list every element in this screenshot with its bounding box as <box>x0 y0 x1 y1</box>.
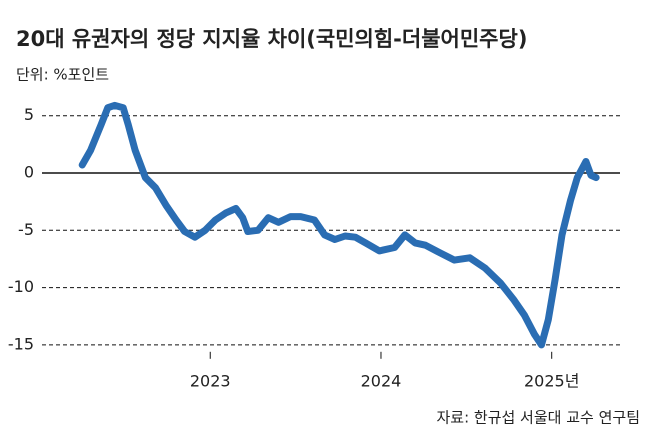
y-tick-label: -15 <box>8 334 34 353</box>
x-tick-label: 2025년 <box>524 371 579 390</box>
source-note: 자료: 한규섭 서울대 교수 연구팀 <box>436 409 640 427</box>
y-tick-label: 0 <box>24 163 34 182</box>
y-tick-label: -10 <box>8 277 34 296</box>
y-tick-label: -5 <box>18 220 34 239</box>
data-line <box>78 101 600 349</box>
y-tick-label: 5 <box>24 105 34 124</box>
chart-title: 20대 유권자의 정당 지지율 차이(국민의힘-더불어민주당) <box>16 27 527 51</box>
x-tick-label: 2023 <box>190 371 231 390</box>
chart-subtitle: 단위: %포인트 <box>16 66 109 84</box>
x-tick-label: 2024 <box>361 371 402 390</box>
